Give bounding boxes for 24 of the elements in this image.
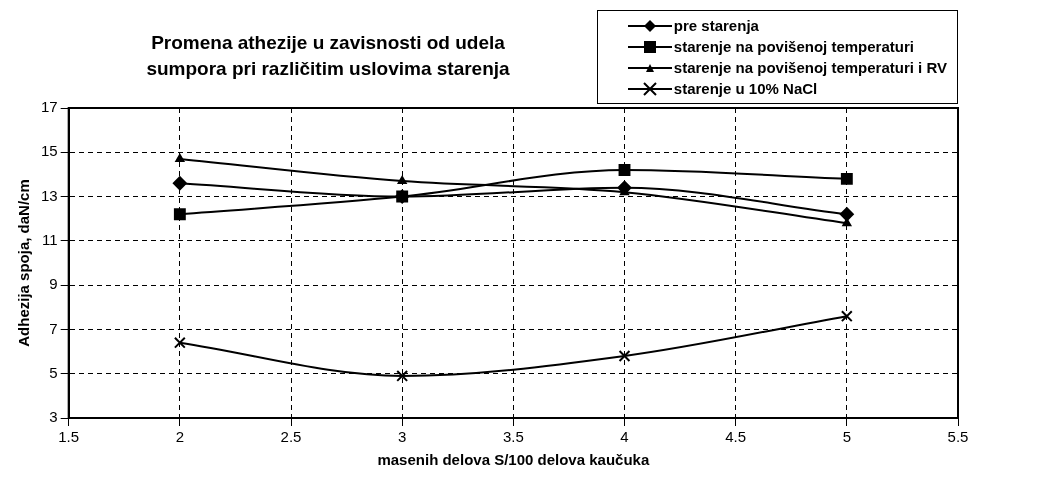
y-tick-label: 9 [49,275,58,293]
x-tick-label: 3 [398,428,407,446]
y-tick-label: 11 [42,231,58,248]
x-tick-label: 3.5 [502,428,524,446]
x-tick-label: 4.5 [725,428,747,446]
legend-label: starenje na povišenoj temperaturi i RV [673,59,947,76]
x-tick-label: 5 [842,428,852,446]
legend-label: pre starenja [673,17,759,34]
y-tick-label: 5 [49,363,58,381]
x-tick-label: 5.5 [947,428,969,446]
chart-title: Promena athezije u zavisnosti od udela sumpora pri različitim uslovima starenja [145,31,511,81]
y-tick-label: 13 [41,186,58,204]
y-axis-title: Adhezija spoja, daN/cm [15,179,33,347]
x-tick-label: 2.5 [280,428,302,446]
legend-label: starenje na povišenoj temperaturi [673,38,914,55]
y-tick-label: 3 [49,408,58,426]
x-tick-label: 1.5 [58,428,80,446]
y-tick-label: 15 [41,142,58,160]
legend-label: starenje u 10% NaCl [673,80,818,97]
y-tick-label: 7 [49,319,58,337]
x-axis-title: masenih delova S/100 delova kaučuka [377,451,650,469]
x-tick-label: 2 [175,428,185,446]
x-tick-label: 4 [620,428,629,446]
y-tick-label: 17 [41,98,58,116]
